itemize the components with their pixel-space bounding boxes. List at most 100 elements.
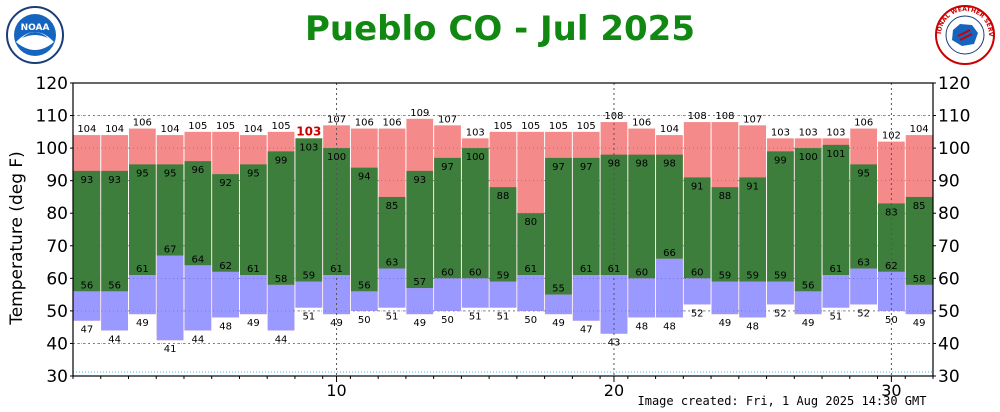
- normal-low-label: 66: [663, 248, 676, 259]
- record-low-label: 49: [802, 318, 815, 329]
- record-low-label: 52: [691, 308, 704, 319]
- record-high-label: 107: [327, 114, 346, 125]
- normal-high-label: 91: [746, 181, 759, 192]
- record-low-label: 51: [830, 312, 843, 323]
- y-tick-label-right: 110: [938, 107, 970, 127]
- normal-range-bar: [323, 148, 350, 276]
- y-tick-label-left: 30: [46, 367, 68, 387]
- normal-range-bar: [212, 174, 239, 272]
- record-high-label: 105: [216, 121, 235, 132]
- y-axis-left: 30 40 50 60 70 80 90 100 110 120: [36, 74, 73, 387]
- normal-low-label: 61: [580, 264, 593, 275]
- normal-range-bar: [822, 144, 850, 276]
- normal-low-label: 60: [635, 267, 648, 278]
- normal-low-label: 59: [719, 271, 732, 282]
- y-tick-label-right: 70: [938, 237, 960, 257]
- normal-low-label: 61: [608, 264, 621, 275]
- normal-range-bar: [628, 154, 656, 279]
- noaa-logo: NOAA: [6, 6, 64, 64]
- x-tick-label: 30: [881, 381, 901, 400]
- normal-high-label: 97: [580, 162, 593, 173]
- normal-high-label: 95: [247, 168, 260, 179]
- normal-high-label: 99: [275, 155, 288, 166]
- record-low-bar: [406, 288, 434, 315]
- record-low-bar: [128, 275, 156, 315]
- normal-high-label: 93: [108, 175, 121, 186]
- normal-range-bar: [267, 151, 295, 285]
- record-low-bar: [489, 281, 517, 308]
- normal-range-bar: [128, 164, 156, 276]
- normal-high-label: 101: [826, 149, 845, 160]
- record-low-bar: [822, 275, 850, 308]
- record-high-label: 105: [549, 121, 568, 132]
- y-tick-label-right: 50: [938, 302, 960, 322]
- normal-high-label: 85: [913, 201, 926, 212]
- normal-high-label: 95: [857, 168, 870, 179]
- x-tick-label: 10: [326, 381, 346, 400]
- record-low-label: 50: [885, 315, 898, 326]
- record-high-label: 103: [466, 127, 485, 138]
- normal-low-label: 60: [469, 267, 482, 278]
- record-low-label: 48: [746, 321, 759, 332]
- normal-high-label: 100: [327, 152, 346, 163]
- normal-range-bar: [434, 157, 461, 279]
- record-low-bar: [517, 275, 545, 311]
- record-low-bar: [434, 278, 461, 311]
- record-low-label: 50: [524, 315, 537, 326]
- normal-high-label: 93: [413, 175, 426, 186]
- normal-range-bar: [378, 196, 406, 269]
- record-high-label: 104: [105, 124, 124, 135]
- normal-high-label: 93: [81, 175, 94, 186]
- record-high-label: 104: [910, 124, 929, 135]
- record-low-label: 51: [469, 312, 482, 323]
- normal-high-label: 98: [635, 159, 648, 170]
- record-low-label: 41: [164, 344, 177, 355]
- record-high-label: 104: [77, 124, 96, 135]
- record-high-label: 109: [410, 108, 429, 119]
- normal-high-label: 92: [219, 178, 232, 189]
- record-low-label: 52: [857, 308, 870, 319]
- plot-area: 104 93 56 47 104 93 56 44 106 95 61 49 104 95 67 41 105 9…: [72, 82, 934, 377]
- normal-low-label: 55: [552, 284, 565, 295]
- record-low-bar: [295, 281, 323, 308]
- normal-low-label: 59: [497, 271, 510, 282]
- y-tick-label-left: 100: [36, 139, 68, 159]
- normal-range-bar: [739, 177, 767, 282]
- record-high-label: 105: [272, 121, 291, 132]
- plot-frame: [72, 82, 934, 377]
- normal-range-bar: [295, 138, 323, 282]
- normal-low-label: 59: [746, 271, 759, 282]
- record-high-label: 103: [771, 127, 790, 138]
- record-high-label: 103: [296, 124, 321, 138]
- record-low-bar: [794, 291, 822, 315]
- record-low-label: 44: [275, 334, 288, 345]
- x-axis: 10 20 30: [72, 376, 934, 400]
- record-high-label: 108: [688, 111, 707, 122]
- normal-low-label: 58: [275, 274, 288, 285]
- record-low-label: 47: [81, 325, 94, 336]
- record-low-bar: [184, 265, 212, 331]
- record-low-label: 51: [386, 312, 399, 323]
- record-low-label: 51: [302, 312, 315, 323]
- record-high-label: 107: [743, 114, 762, 125]
- record-low-bar: [461, 278, 489, 308]
- record-high-label: 105: [493, 121, 512, 132]
- record-low-label: 49: [552, 318, 565, 329]
- normal-low-label: 57: [413, 277, 426, 288]
- record-high-label: 106: [133, 118, 152, 129]
- normal-range-bar: [406, 170, 434, 289]
- normal-low-label: 67: [164, 245, 177, 256]
- normal-low-label: 61: [247, 264, 260, 275]
- normal-range-bar: [517, 213, 545, 276]
- normal-range-bar: [767, 151, 794, 282]
- y-tick-label-right: 90: [938, 172, 960, 192]
- record-high-label: 104: [161, 124, 180, 135]
- y-tick-label-left: 70: [46, 237, 68, 257]
- record-low-label: 44: [191, 334, 204, 345]
- record-low-bar: [711, 281, 739, 315]
- normal-low-label: 61: [830, 264, 843, 275]
- record-low-label: 44: [108, 334, 121, 345]
- normal-high-label: 98: [608, 159, 621, 170]
- y-tick-label-right: 60: [938, 269, 960, 289]
- record-low-bar: [572, 275, 600, 321]
